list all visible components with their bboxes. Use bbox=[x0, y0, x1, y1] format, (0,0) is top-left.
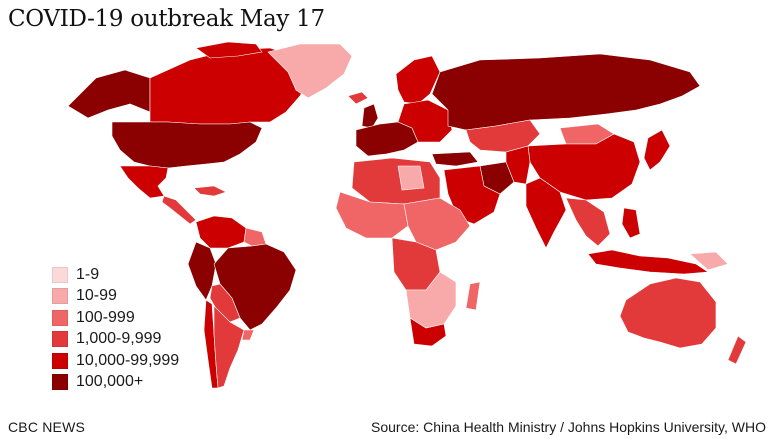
legend-swatch bbox=[52, 374, 68, 391]
region-east-africa bbox=[403, 197, 471, 251]
legend-label: 100-999 bbox=[76, 308, 135, 326]
legend-label: 10,000-99,999 bbox=[76, 351, 180, 369]
region-central-america bbox=[161, 195, 197, 225]
region-indonesia bbox=[587, 249, 709, 275]
region-eastern-europe bbox=[397, 99, 453, 143]
legend-label: 100,000+ bbox=[76, 373, 144, 391]
legend-label: 1,000-9,999 bbox=[76, 330, 162, 348]
legend-swatch bbox=[52, 352, 68, 369]
legend-item: 100,000+ bbox=[52, 372, 179, 394]
region-uruguay bbox=[241, 329, 255, 341]
region-south-africa bbox=[409, 317, 447, 347]
source-label: Source: China Health Ministry / Johns Ho… bbox=[371, 419, 766, 435]
legend-item: 10-99 bbox=[52, 286, 179, 308]
legend-swatch bbox=[52, 266, 68, 283]
region-russia bbox=[431, 53, 701, 131]
region-alaska bbox=[67, 69, 151, 119]
legend-label: 10-99 bbox=[76, 287, 117, 305]
region-northern-south-america bbox=[195, 215, 247, 249]
legend-item: 1-9 bbox=[52, 264, 179, 286]
region-usa bbox=[111, 121, 263, 169]
legend-swatch bbox=[52, 309, 68, 326]
region-bolivia-paraguay bbox=[209, 283, 241, 323]
region-japan-korea bbox=[643, 129, 671, 171]
region-argentina bbox=[213, 305, 245, 389]
region-western-europe bbox=[355, 121, 419, 157]
region-philippines bbox=[621, 207, 641, 239]
chart-title: COVID-19 outbreak May 17 bbox=[8, 6, 325, 32]
region-southeast-asia bbox=[565, 197, 611, 247]
region-new-zealand bbox=[727, 335, 747, 365]
region-guianas bbox=[243, 227, 267, 247]
legend: 1-9 10-99 100-999 1,000-9,999 10,000-99,… bbox=[52, 264, 179, 393]
region-uk bbox=[361, 103, 379, 129]
legend-item: 10,000-99,999 bbox=[52, 350, 179, 372]
region-scandinavia bbox=[395, 55, 441, 105]
region-north-africa bbox=[351, 157, 441, 205]
brand-label: CBC NEWS bbox=[8, 419, 86, 435]
legend-swatch bbox=[52, 288, 68, 305]
region-madagascar bbox=[465, 281, 481, 311]
legend-item: 100-999 bbox=[52, 307, 179, 329]
region-papua bbox=[689, 251, 729, 271]
region-peru-ecuador bbox=[187, 241, 217, 301]
region-india bbox=[525, 177, 567, 249]
region-turkey bbox=[431, 151, 479, 167]
legend-item: 1,000-9,999 bbox=[52, 329, 179, 351]
legend-swatch bbox=[52, 331, 68, 348]
region-iceland bbox=[347, 91, 369, 105]
legend-label: 1-9 bbox=[76, 265, 100, 283]
region-libya bbox=[397, 165, 425, 191]
region-greenland bbox=[267, 43, 353, 99]
world-map bbox=[67, 41, 747, 389]
region-caribbean bbox=[193, 185, 227, 197]
region-arctic-islands bbox=[195, 41, 263, 59]
region-mexico bbox=[119, 165, 169, 199]
region-australia bbox=[619, 277, 717, 349]
